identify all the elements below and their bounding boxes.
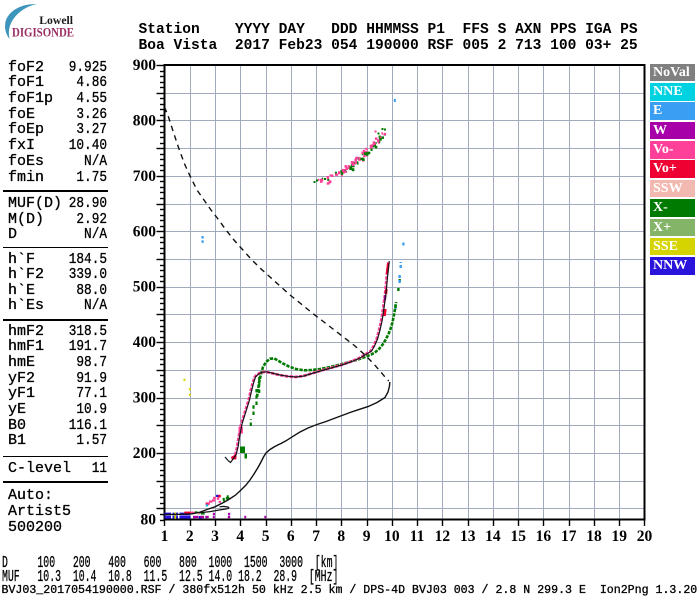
svg-text:500: 500 — [133, 279, 157, 296]
svg-text:1: 1 — [161, 528, 169, 545]
svg-text:13: 13 — [460, 528, 476, 545]
svg-text:17: 17 — [561, 528, 577, 545]
svg-text:14: 14 — [485, 528, 501, 545]
svg-text:6: 6 — [287, 528, 295, 545]
svg-text:11: 11 — [410, 528, 425, 545]
svg-text:7: 7 — [312, 528, 320, 545]
svg-text:800: 800 — [133, 112, 157, 129]
svg-text:80: 80 — [141, 512, 157, 529]
svg-text:5: 5 — [262, 528, 270, 545]
svg-text:4: 4 — [236, 528, 244, 545]
svg-text:Lowell: Lowell — [39, 14, 74, 27]
svg-text:16: 16 — [536, 528, 552, 545]
svg-text:600: 600 — [133, 223, 157, 240]
svg-text:700: 700 — [133, 168, 157, 185]
svg-text:900: 900 — [133, 57, 157, 74]
svg-text:2: 2 — [186, 528, 194, 545]
svg-text:400: 400 — [133, 334, 157, 351]
svg-text:9: 9 — [363, 528, 371, 545]
svg-text:20: 20 — [637, 528, 653, 545]
svg-text:3: 3 — [211, 528, 219, 545]
svg-text:DIGISONDE: DIGISONDE — [12, 25, 74, 40]
svg-text:10: 10 — [384, 528, 400, 545]
svg-text:19: 19 — [611, 528, 627, 545]
svg-text:8: 8 — [337, 528, 345, 545]
svg-text:300: 300 — [133, 390, 157, 407]
svg-text:18: 18 — [586, 528, 602, 545]
svg-text:12: 12 — [435, 528, 451, 545]
svg-text:15: 15 — [510, 528, 526, 545]
svg-text:200: 200 — [133, 445, 157, 462]
